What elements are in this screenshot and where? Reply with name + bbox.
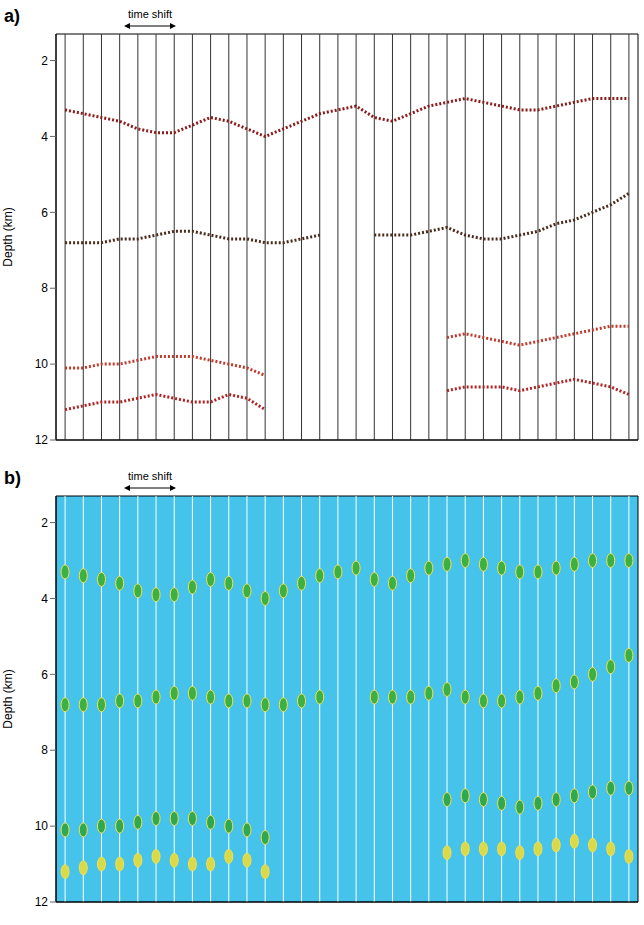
svg-text:8: 8 bbox=[41, 743, 48, 757]
svg-text:Depth (km): Depth (km) bbox=[1, 669, 15, 728]
svg-text:6: 6 bbox=[41, 668, 48, 682]
svg-text:6: 6 bbox=[41, 206, 48, 220]
svg-text:Depth (km): Depth (km) bbox=[1, 207, 15, 266]
html-text:b): b) bbox=[4, 468, 21, 488]
svg-text:8: 8 bbox=[41, 281, 48, 295]
svg-text:10: 10 bbox=[35, 357, 49, 371]
svg-text:10: 10 bbox=[35, 819, 49, 833]
html-text:time shift: time shift bbox=[128, 8, 172, 20]
svg-text:2: 2 bbox=[41, 54, 48, 68]
html-text:time shift: time shift bbox=[128, 470, 172, 482]
svg-text:12: 12 bbox=[35, 433, 49, 447]
svg-text:4: 4 bbox=[41, 592, 48, 606]
html-text:a): a) bbox=[4, 6, 20, 26]
svg-text:2: 2 bbox=[41, 516, 48, 530]
svg-text:4: 4 bbox=[41, 130, 48, 144]
svg-text:12: 12 bbox=[35, 895, 49, 909]
